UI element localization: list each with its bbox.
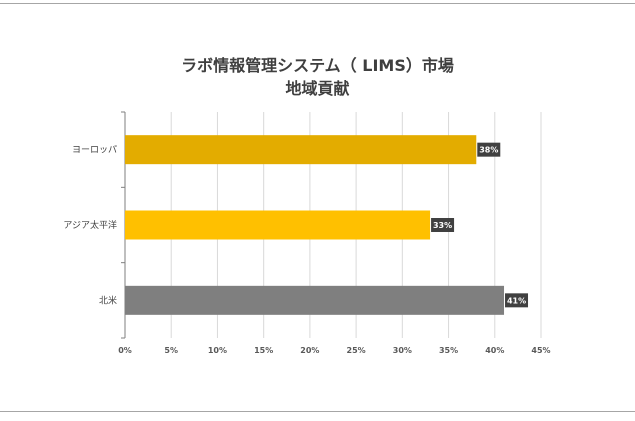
data-label-box <box>477 142 501 157</box>
x-axis-ticks: 0% 5% 10% 15% 20% 25% 30% 35% 40% 45% <box>118 346 550 355</box>
data-label-box <box>431 218 455 232</box>
x-tick-label: 30% <box>393 346 412 355</box>
chart-subtitle: 地域貢献 <box>285 79 350 98</box>
x-tick-label: 15% <box>254 346 273 355</box>
top-divider <box>0 3 635 4</box>
category-label: ヨーロッパ <box>72 145 117 156</box>
x-tick-label: 35% <box>439 346 458 355</box>
data-label: 38% <box>477 142 501 157</box>
bars <box>125 135 505 315</box>
bar <box>125 210 431 240</box>
x-tick-label: 45% <box>531 346 550 355</box>
x-tick-label: 25% <box>347 346 366 355</box>
data-label-text: 38% <box>479 146 498 155</box>
bar <box>125 285 505 315</box>
data-label-text: 33% <box>433 221 452 230</box>
data-label-text: 41% <box>507 296 526 305</box>
x-tick-label: 0% <box>118 346 132 355</box>
chart-title: ラボ情報管理システム（ LIMS）市場 <box>181 56 454 75</box>
bottom-divider <box>0 411 635 412</box>
data-labels: 38% 33% 41% <box>431 142 529 308</box>
data-label: 33% <box>431 218 455 232</box>
x-tick-label: 40% <box>485 346 504 355</box>
category-label: アジア太平洋 <box>63 219 117 231</box>
category-axis <box>121 111 126 339</box>
x-tick-label: 20% <box>300 346 319 355</box>
data-label: 41% <box>505 293 529 308</box>
category-label: 北米 <box>99 294 117 306</box>
bar <box>125 135 477 165</box>
x-tick-label: 5% <box>164 346 178 355</box>
data-label-box <box>505 293 529 308</box>
x-tick-label: 10% <box>208 346 227 355</box>
